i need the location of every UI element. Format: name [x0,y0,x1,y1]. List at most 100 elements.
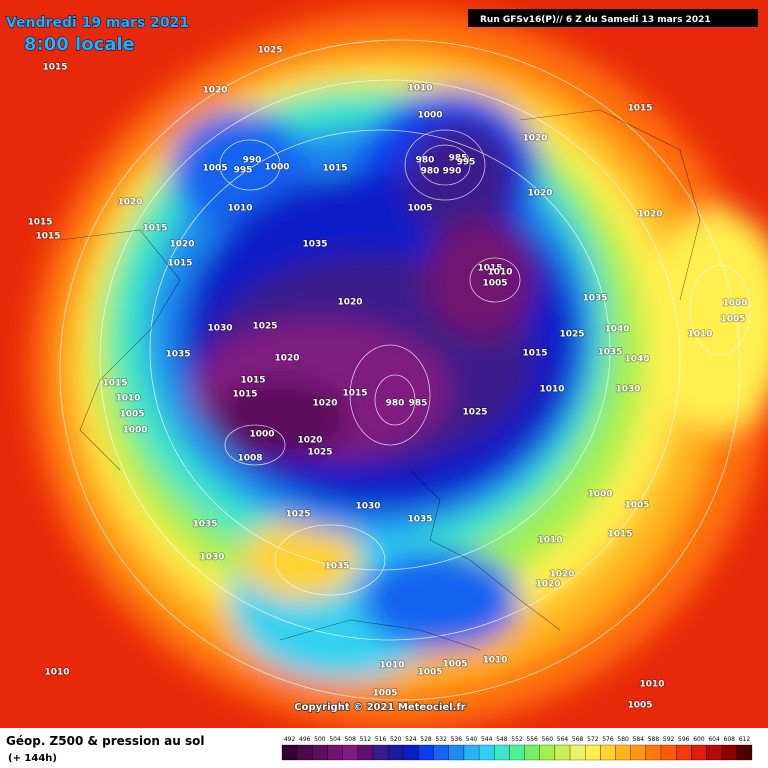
colorbar-tick-label: 528 [420,736,432,743]
isobar-label: 990 [443,167,462,177]
isobar-label: 1025 [252,322,277,332]
forecast-time: 8:00 locale [24,34,135,55]
copyright: Copyright © 2021 Meteociel.fr [294,702,465,713]
colorbar-swatch [478,744,495,761]
isobar-label: 1025 [559,330,584,340]
isobar-label: 1005 [202,164,227,174]
colorbar: 492 496 500 504 508 512 516 520 524 528 532 536 540 5… [281,736,753,761]
isobar-label: 1010 [539,385,564,395]
isobar-label: 1015 [477,264,502,274]
isobar-label: 995 [234,166,253,176]
isobar-label: 1010 [44,668,69,678]
isobar-label: 1000 [264,163,289,173]
isobar-label: 1020 [637,210,662,220]
colorbar-tick-label: 520 [390,736,402,743]
colorbar-tick-label: 556 [526,736,538,743]
isobar-label: 1005 [624,501,649,511]
colorbar-swatch [554,744,571,761]
isobar-label: 1010 [482,656,507,666]
colorbar-tick-label: 564 [557,736,569,743]
isobar-label: 1025 [307,448,332,458]
isobar-label: 1020 [274,354,299,364]
isobar-label: 1015 [167,259,192,269]
isobar-label: 1010 [227,204,252,214]
isobar-label: 1020 [337,298,362,308]
colorbar-tick-label: 544 [481,736,493,743]
isobar-label: 1035 [582,294,607,304]
colorbar-tick-label: 512 [360,736,372,743]
isobar-label: 1005 [442,660,467,670]
colorbar-tick-label: 568 [572,736,584,743]
isobar-label: 1005 [407,204,432,214]
colorbar-tick-label: 540 [466,736,478,743]
isobar-label: 1020 [312,399,337,409]
isobar-label: 1000 [417,111,442,121]
isobar-label: 1010 [407,84,432,94]
colorbar-tick-label: 560 [542,736,554,743]
isobar-label: 1015 [240,376,265,386]
colorbar-swatch [676,744,692,761]
colorbar-tick-label: 516 [375,736,387,743]
isobar-label: 1025 [285,510,310,520]
isobar-label: 995 [457,158,476,168]
colorbar-tick-label: 492 [284,736,296,743]
isobar-label: 1035 [302,240,327,250]
isobar-label: 1005 [372,689,397,699]
height-field [0,0,768,730]
isobar-label: 1030 [207,324,232,334]
isobar-label: 1005 [627,701,652,711]
isobar-label: 1000 [122,426,147,436]
colorbar-swatch [509,744,525,761]
colorbar-tick-label: 612 [739,736,751,743]
isobar-label: 1030 [355,502,380,512]
colorbar-swatch [691,744,707,761]
isobar-label: 1005 [417,668,442,678]
colorbar-swatch [524,744,540,761]
colorbar-tick-label: 548 [496,736,508,743]
isobar-label: 1000 [249,430,274,440]
colorbar-swatch [585,744,601,761]
isobar-label: 1015 [342,389,367,399]
colorbar-swatch [357,744,374,761]
colorbar-swatch [494,744,510,761]
isobar-label: 1015 [232,390,257,400]
colorbar-tick-label: 508 [344,736,356,743]
colorbar-swatch [312,744,328,761]
isobar-label: 1015 [322,164,347,174]
colorbar-tick-label: 608 [724,736,736,743]
isobar-label: 990 [243,156,262,166]
isobar-label: 985 [449,154,468,164]
isobar-label: 1025 [462,408,487,418]
colorbar-swatch [418,744,434,761]
isobar-label: 1010 [487,268,512,278]
colorbar-swatch [600,744,616,761]
colorbar-swatch [327,744,343,761]
isobar-label: 1035 [407,515,432,525]
colorbar-tick-label: 600 [693,736,705,743]
colorbar-tick-label: 584 [633,736,645,743]
isobar-label: 1040 [604,325,629,335]
colorbar-swatch [569,744,586,761]
isobar-label: 980 [416,156,435,166]
isobar-label: 1015 [35,232,60,242]
isobar-label: 1020 [202,86,227,96]
isobar-label: 1000 [587,490,612,500]
isobar-label: 980 [386,399,405,409]
colorbar-swatch [721,744,737,761]
isobar-label: 1015 [522,349,547,359]
isobar-label: 1020 [522,134,547,144]
isobar-label: 1035 [192,520,217,530]
colorbar-swatch [463,744,480,761]
isobar-label: 1015 [27,218,52,228]
isobar-label: 1020 [549,570,574,580]
isobar-label: 1008 [237,454,262,464]
isobar-label: 1010 [115,394,140,404]
isobar-label: 1020 [297,436,322,446]
colorbar-swatch [539,744,556,761]
forecast-date: Vendredi 19 mars 2021 [6,15,189,31]
isobar-label: 1010 [639,680,664,690]
colorbar-swatch [630,744,647,761]
